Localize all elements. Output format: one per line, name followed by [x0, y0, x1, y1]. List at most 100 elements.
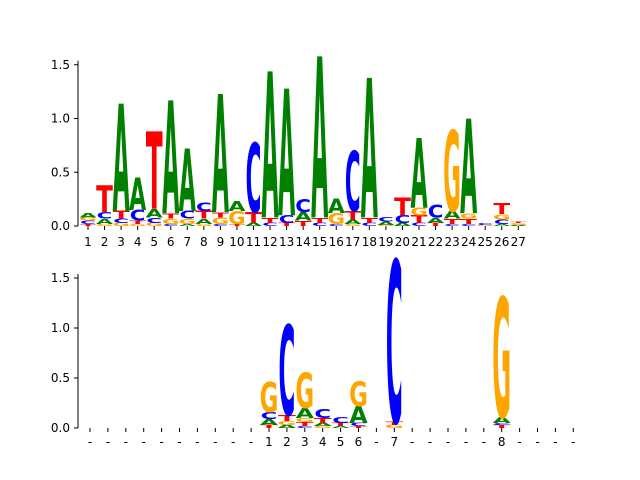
logo-letter-a: A: [493, 223, 511, 227]
logo-letter-g: G: [129, 223, 147, 226]
logo-letter-a: A: [79, 212, 97, 219]
logo-letter-a: A: [427, 216, 444, 225]
x-tick-label: -: [88, 435, 92, 449]
x-tick-label: 2: [101, 235, 109, 249]
logo-letter-c: C: [314, 407, 331, 421]
x-tick-label: 1: [84, 235, 92, 249]
x-tick-label: 23: [444, 235, 459, 249]
logo-letter-t: T: [361, 216, 379, 225]
logo-letter-t: T: [493, 200, 510, 217]
logo-letter-c: C: [328, 223, 344, 226]
logo-letter-t: T: [262, 216, 280, 225]
logo-letter-c: C: [213, 223, 229, 226]
logo-letter-g: G: [145, 222, 163, 227]
logo-letter-c: C: [350, 422, 367, 427]
logo-letter-c: C: [196, 201, 212, 215]
logo-letter-c: C: [295, 196, 311, 217]
logo-letter-a: A: [179, 132, 196, 232]
logo-letter-c: C: [428, 201, 444, 222]
logo-letter-g: G: [228, 208, 246, 229]
logo-letter-t: T: [80, 223, 97, 226]
logo-letter-a: A: [493, 416, 512, 425]
x-tick-label: 14: [296, 235, 311, 249]
logo-letter-t: T: [260, 424, 278, 429]
logo-letter-t: T: [314, 417, 332, 425]
logo-letter-a: A: [278, 424, 296, 429]
logo-letter-g: G: [313, 425, 332, 428]
logo-letter-a: A: [311, 13, 328, 271]
logo-letter-a: A: [179, 223, 197, 227]
logo-letter-t: T: [129, 220, 146, 225]
logo-letter-a: A: [129, 171, 146, 222]
x-tick-label: -: [374, 435, 378, 449]
logo-letter-t: T: [146, 112, 163, 235]
x-tick-label: -: [124, 435, 128, 449]
logo-letter-g: G: [493, 213, 511, 222]
logo-letter-g: G: [385, 424, 404, 429]
logo-letter-t: T: [295, 220, 313, 229]
y-tick-label: 0.0: [51, 219, 70, 233]
x-tick-label: 12: [262, 235, 277, 249]
y-tick-label: 0.5: [51, 165, 70, 179]
logo-letter-g: G: [410, 205, 428, 217]
x-tick-label: 11: [246, 235, 261, 249]
logo-letter-t: T: [311, 216, 329, 225]
x-tick-label: 24: [461, 235, 476, 249]
logo-letter-c: C: [113, 217, 129, 224]
x-tick-label: -: [446, 435, 450, 449]
y-tick-label: 1.5: [51, 58, 70, 72]
logo-letter-c: C: [179, 209, 195, 221]
logo-letter-g: G: [476, 225, 494, 227]
logo-letter-t: T: [411, 214, 428, 225]
x-tick-label: 6: [167, 235, 175, 249]
logo-letter-t: T: [510, 222, 527, 224]
logo-letter-a: A: [162, 70, 179, 251]
logo-letter-a: A: [228, 199, 245, 214]
logo-letter-c: C: [395, 213, 411, 225]
x-tick-label: 20: [395, 235, 410, 249]
x-tick-label: -: [142, 435, 146, 449]
logo-letter-g: G: [195, 223, 213, 226]
logo-letter-a: A: [410, 121, 427, 231]
logo-letter-c: C: [386, 218, 403, 475]
x-tick-label: -: [482, 435, 486, 449]
x-tick-label: 9: [217, 235, 225, 249]
logo-letter-t: T: [493, 424, 511, 429]
logo-letter-c: C: [493, 422, 510, 425]
y-tick-label: 0.5: [51, 371, 70, 385]
logo-letter-c: C: [477, 222, 493, 225]
x-tick-label: -: [571, 435, 575, 449]
logo-letter-g: G: [112, 222, 130, 227]
logo-letter-a: A: [328, 195, 345, 217]
logo-letter-c: C: [494, 218, 510, 225]
logo-letter-t: T: [278, 413, 297, 423]
logo-letter-g: G: [96, 223, 114, 226]
x-tick-label: 6: [355, 435, 363, 449]
logo-letter-a: A: [295, 211, 312, 224]
logo-letter-g: G: [179, 217, 197, 226]
logo-letter-c: C: [80, 220, 96, 225]
x-tick-label: 5: [150, 235, 158, 249]
x-tick-label: 15: [312, 235, 327, 249]
x-tick-label: -: [177, 435, 181, 449]
logo-letter-g: G: [212, 216, 230, 226]
logo-letter-c: C: [378, 216, 394, 223]
logo-letter-t: T: [332, 422, 350, 427]
logo-letter-c: C: [262, 222, 278, 227]
logo-letter-c: C: [361, 222, 377, 227]
logo-letter-a: A: [212, 63, 229, 251]
logo-letter-a: A: [394, 222, 412, 227]
logo-letter-t: T: [344, 209, 362, 223]
x-tick-label: -: [517, 435, 521, 449]
logo-letter-c: C: [279, 301, 296, 444]
logo-letter-a: A: [262, 32, 279, 265]
top-logo-panel: 0.00.51.01.51 2 3 4 5 6 7 8 9 10 11 12 13 14 15 16 17 18 1…: [51, 13, 528, 271]
logo-letter-a: A: [314, 422, 332, 427]
logo-letter-g: G: [510, 222, 528, 225]
x-tick-label: -: [213, 435, 217, 449]
logo-letter-a: A: [444, 209, 462, 221]
x-tick-label: 7: [390, 435, 398, 449]
x-tick-label: 1: [265, 435, 273, 449]
x-tick-label: 2: [283, 435, 291, 449]
logo-letter-c: C: [461, 223, 477, 226]
